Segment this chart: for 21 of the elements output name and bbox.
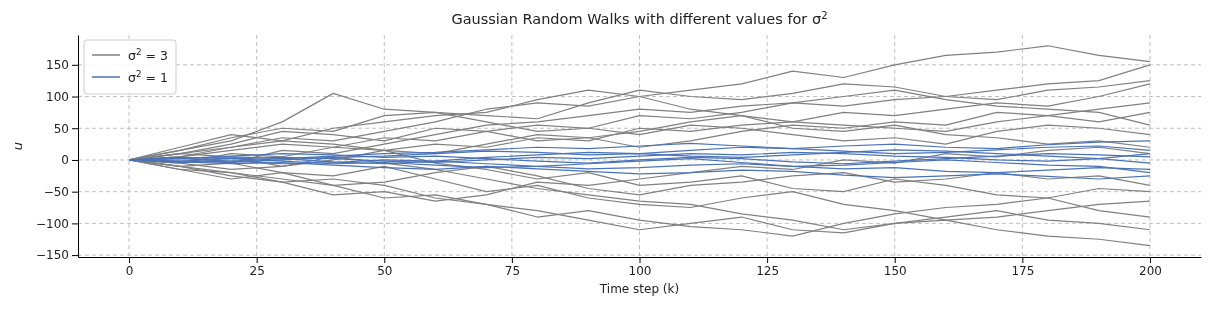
x-axis-title: Time step (k) [598,282,680,296]
x-tick-label: 175 [1011,263,1035,278]
x-tick-label: 125 [756,263,780,278]
y-tick-label: 100 [46,89,69,104]
y-tick-label: −150 [36,248,69,263]
legend-label: σ$^{2}$ = 1 [128,69,168,85]
x-tick-label: 0 [125,263,134,278]
y-tick-label: 150 [46,58,69,73]
x-tick-label: 150 [883,263,907,278]
x-tick-label: 100 [628,263,652,278]
legend-label: σ$^{2}$ = 3 [128,47,168,63]
x-tick-label: 50 [377,263,393,278]
x-tick-label: 200 [1139,263,1162,278]
x-tick-label: 25 [249,263,265,278]
y-tick-label: −50 [43,185,69,200]
y-axis-title: u [10,141,25,151]
y-tick-label: −100 [36,216,69,231]
chart-title: Gaussian Random Walks with different values for σ$^{2}$ [451,9,828,27]
y-tick-label: 50 [53,121,69,136]
y-tick-label: 0 [61,153,69,168]
x-tick-label: 75 [504,263,521,278]
